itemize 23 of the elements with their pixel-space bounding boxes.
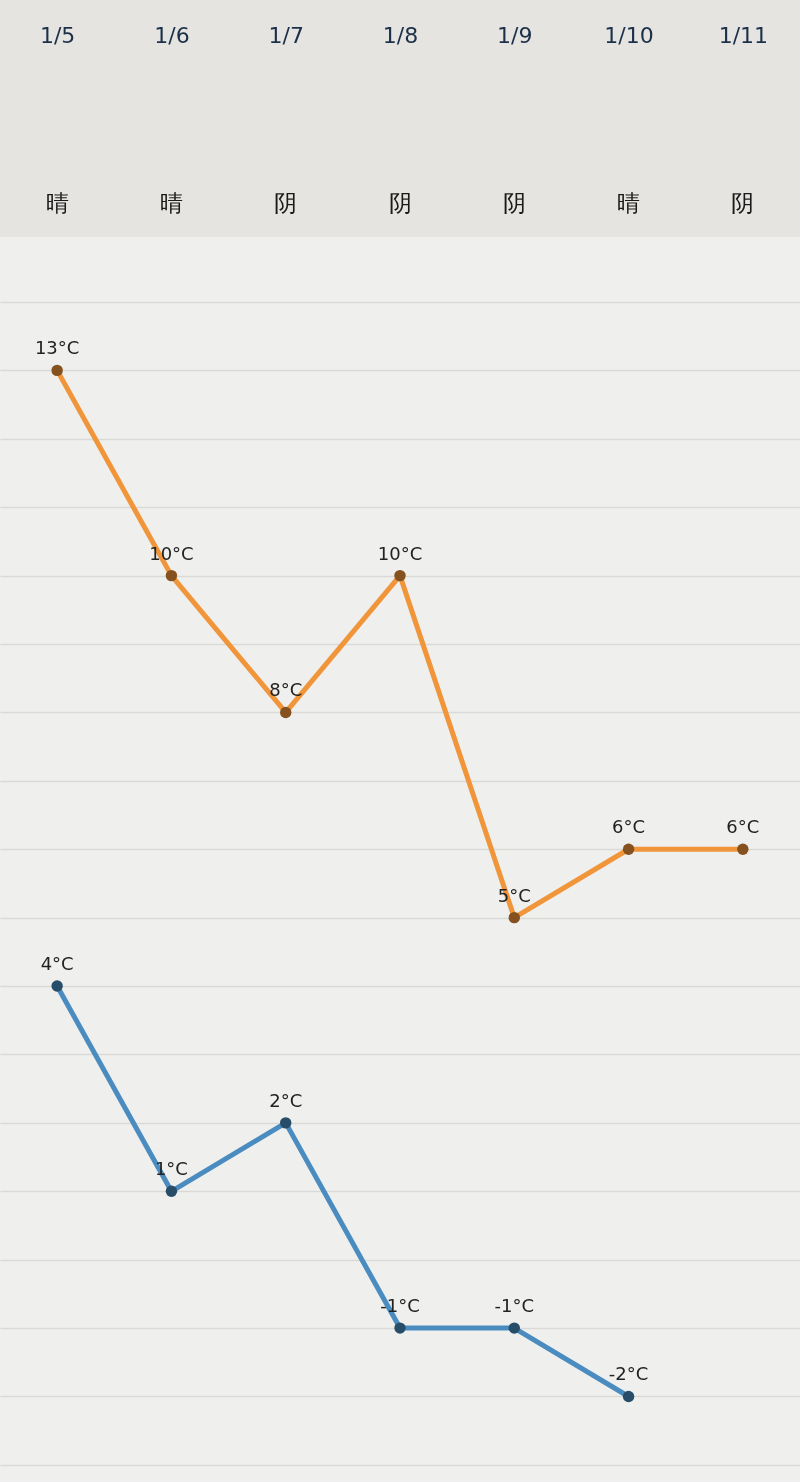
data-label: -1°C xyxy=(494,1295,535,1317)
data-label: 4°C xyxy=(40,953,74,975)
data-label: 6°C xyxy=(612,816,646,838)
data-label: 6°C xyxy=(726,816,760,838)
x-tick-label: 1/7 xyxy=(268,22,304,48)
data-label: 8°C xyxy=(269,679,303,701)
data-label: -2°C xyxy=(608,1363,649,1385)
x-tick-label: 1/5 xyxy=(39,22,76,48)
x-tick-label: 1/10 xyxy=(604,22,654,48)
text: 阴 xyxy=(274,190,298,216)
text: 阴 xyxy=(731,190,755,216)
text: 晴 xyxy=(159,190,183,216)
text: 阴 xyxy=(502,190,526,216)
text: 阴 xyxy=(388,190,412,216)
text: 晴 xyxy=(617,190,641,216)
data-label: 13°C xyxy=(34,337,80,359)
x-tick-label: 1/8 xyxy=(382,22,419,48)
data-label: 2°C xyxy=(269,1089,303,1111)
x-tick-label: 1/11 xyxy=(718,22,769,48)
text: 晴 xyxy=(45,190,69,216)
x-tick-label: 1/9 xyxy=(497,22,533,48)
x-tick-label: 1/6 xyxy=(154,22,190,48)
data-label: 10°C xyxy=(377,542,423,564)
